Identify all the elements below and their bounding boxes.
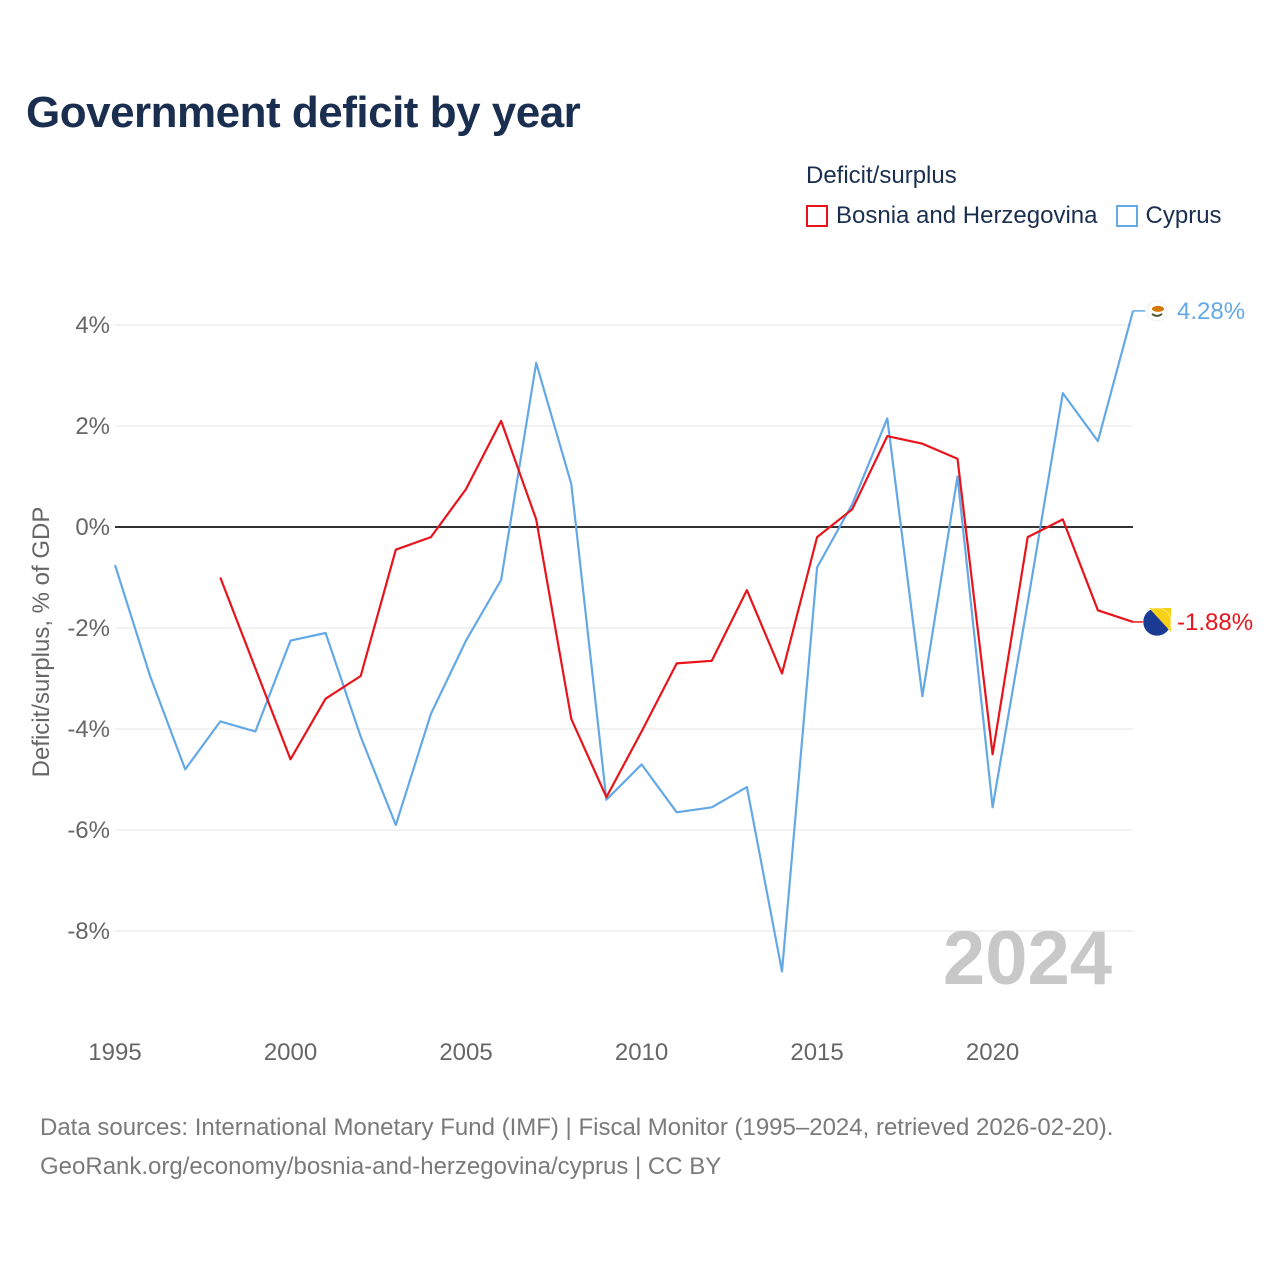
series-line-bosnia [219, 419, 1134, 799]
y-tick-label: -4% [67, 716, 110, 743]
year-watermark: 2024 [943, 916, 1112, 1001]
y-tick-label: -8% [67, 918, 110, 945]
legend-item-bosnia[interactable]: Bosnia and Herzegovina [806, 202, 1098, 230]
source-line-1: Data sources: International Monetary Fun… [40, 1114, 1114, 1141]
chart-title: Government deficit by year [26, 88, 581, 137]
x-tick-label: 2000 [264, 1039, 317, 1066]
source-line-2[interactable]: GeoRank.org/economy/bosnia-and-herzegovi… [40, 1153, 722, 1180]
legend: Deficit/surplus Bosnia and Herzegovina C… [806, 162, 1240, 230]
x-tick-label: 2005 [439, 1039, 492, 1066]
y-tick-label: 2% [75, 413, 110, 440]
legend-label-bosnia: Bosnia and Herzegovina [836, 202, 1098, 229]
legend-item-cyprus[interactable]: Cyprus [1115, 202, 1222, 230]
source-note: Data sources: International Monetary Fun… [40, 1108, 1113, 1186]
line-chart: 4% 2% 0% -2% -4% -6% -8% 1995 2000 2005 2010 2015 20… [67, 298, 1253, 1066]
x-tick-label: 2015 [790, 1039, 843, 1066]
legend-title: Deficit/surplus [806, 162, 957, 189]
y-tick-label: 0% [75, 514, 110, 541]
x-tick-label: 1995 [88, 1039, 141, 1066]
end-value-label-cyprus: 4.28% [1177, 298, 1245, 325]
legend-label-cyprus: Cyprus [1145, 202, 1222, 229]
x-tick-label: 2010 [615, 1039, 668, 1066]
flag-cyprus-icon [1146, 300, 1168, 322]
y-tick-label: -6% [67, 817, 110, 844]
flag-bosnia-icon [1142, 607, 1172, 637]
legend-swatch-cyprus [1115, 205, 1138, 227]
y-tick-label: -2% [67, 615, 110, 642]
y-tick-label: 4% [75, 312, 110, 339]
x-tick-label: 2020 [966, 1039, 1019, 1066]
legend-swatch-bosnia [806, 205, 828, 227]
end-value-label-bosnia: -1.88% [1177, 609, 1253, 636]
series-line-cyprus [113, 310, 1135, 973]
